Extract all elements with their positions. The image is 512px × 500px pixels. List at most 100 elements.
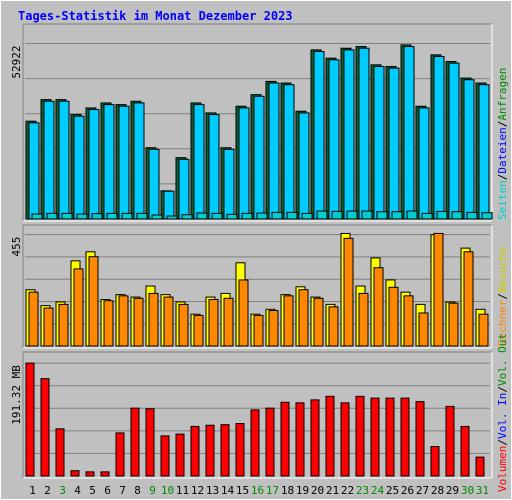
x-label-day-23: 23 (356, 484, 369, 497)
bar-dateien-7 (118, 105, 130, 220)
bar-seiten-19 (301, 212, 313, 220)
bar-dateien-12 (193, 104, 205, 220)
x-label-day-30: 30 (461, 484, 474, 497)
panel-visits: 455 (10, 224, 493, 349)
bar-seiten-7 (121, 212, 133, 220)
legend-part: Vol. Out (496, 333, 509, 386)
legend-part: Vol. In (496, 393, 509, 439)
bar-dateien-3 (58, 100, 70, 220)
bar-seiten-29 (451, 211, 463, 220)
bar-dateien-21 (328, 59, 340, 220)
bar-dateien-4 (73, 115, 85, 220)
bar-rechner-14 (223, 297, 234, 347)
bar-volumen-8 (130, 407, 140, 477)
legend-part: / (496, 439, 509, 446)
bar-dateien-16 (253, 95, 265, 220)
legend-part: / (496, 174, 509, 181)
bar-rechner-27 (418, 312, 429, 347)
bar-rechner-5 (88, 256, 99, 347)
bar-volumen-21 (325, 395, 335, 477)
bar-volumen-27 (415, 401, 425, 477)
bar-volumen-10 (160, 435, 170, 477)
bar-seiten-1 (31, 213, 43, 220)
x-label-day-22: 22 (341, 484, 354, 497)
bar-dateien-31 (478, 84, 490, 220)
bar-volumen-13 (205, 424, 215, 477)
x-label-day-24: 24 (371, 484, 385, 497)
bar-volumen-1 (25, 362, 35, 477)
bar-rechner-20 (313, 297, 324, 347)
x-label-day-21: 21 (326, 484, 339, 497)
bar-dateien-22 (343, 49, 355, 220)
bar-volumen-28 (430, 446, 440, 477)
legend-part: Besuche (496, 247, 509, 293)
bar-rechner-8 (133, 297, 144, 347)
bar-dateien-10 (163, 190, 175, 220)
panel-requests: 52922 (10, 23, 493, 222)
x-label-day-29: 29 (446, 484, 459, 497)
bar-volumen-6 (100, 471, 110, 477)
bar-dateien-18 (283, 84, 295, 220)
bar-seiten-28 (436, 210, 448, 220)
bar-rechner-12 (193, 314, 204, 347)
bar-rechner-19 (298, 289, 309, 347)
x-label-day-13: 13 (206, 484, 219, 497)
bar-rechner-30 (463, 251, 474, 347)
bar-volumen-11 (175, 433, 185, 477)
bar-volumen-16 (250, 409, 260, 477)
bar-dateien-2 (43, 100, 55, 220)
bar-seiten-18 (286, 211, 298, 220)
bar-rechner-22 (343, 237, 354, 347)
x-label-day-31: 31 (476, 484, 489, 497)
bar-rechner-10 (163, 296, 174, 347)
legend-part: / (496, 386, 509, 393)
bar-volumen-7 (115, 432, 125, 477)
x-label-day-7: 7 (119, 484, 126, 497)
x-label-day-12: 12 (191, 484, 204, 497)
x-label-day-8: 8 (134, 484, 141, 497)
bar-dateien-29 (448, 62, 460, 220)
x-label-day-4: 4 (74, 484, 81, 497)
bar-seiten-15 (241, 212, 253, 220)
bar-seiten-12 (196, 212, 208, 220)
legend-part: Rechner (496, 299, 509, 346)
bar-rechner-17 (268, 310, 279, 347)
legend-part: Anfragen (496, 68, 509, 121)
bar-dateien-1 (28, 122, 40, 220)
bar-seiten-13 (211, 212, 223, 220)
bar-volumen-17 (265, 407, 275, 477)
bar-rechner-18 (283, 295, 294, 347)
bar-seiten-21 (331, 210, 343, 220)
bar-seiten-25 (391, 211, 403, 220)
panel-volume: 191.32 MB (10, 351, 493, 479)
bar-seiten-16 (256, 212, 268, 220)
bar-volumen-30 (460, 425, 470, 477)
bar-rechner-15 (238, 279, 249, 347)
bar-rechner-26 (403, 295, 414, 347)
bar-dateien-6 (103, 104, 115, 220)
bar-dateien-20 (313, 51, 325, 220)
bar-dateien-14 (223, 148, 235, 220)
bar-seiten-24 (376, 211, 388, 220)
bar-dateien-28 (433, 56, 445, 220)
x-label-day-1: 1 (29, 484, 36, 497)
bar-seiten-22 (346, 210, 358, 220)
bar-seiten-20 (316, 210, 328, 220)
bar-rechner-23 (358, 292, 369, 347)
bar-rechner-3 (58, 303, 69, 347)
bar-seiten-2 (46, 212, 58, 220)
bar-seiten-8 (136, 212, 148, 220)
bar-rechner-9 (148, 292, 159, 347)
x-label-day-5: 5 (89, 484, 96, 497)
bar-dateien-27 (418, 107, 430, 220)
x-label-day-9: 9 (149, 484, 156, 497)
bar-volumen-4 (70, 470, 80, 477)
bar-rechner-2 (43, 307, 54, 347)
bar-rechner-13 (208, 299, 219, 347)
bar-dateien-11 (178, 158, 190, 220)
bar-rechner-29 (448, 302, 459, 347)
bar-seiten-4 (76, 213, 88, 220)
bar-volumen-5 (85, 471, 95, 477)
bar-dateien-13 (208, 114, 220, 220)
